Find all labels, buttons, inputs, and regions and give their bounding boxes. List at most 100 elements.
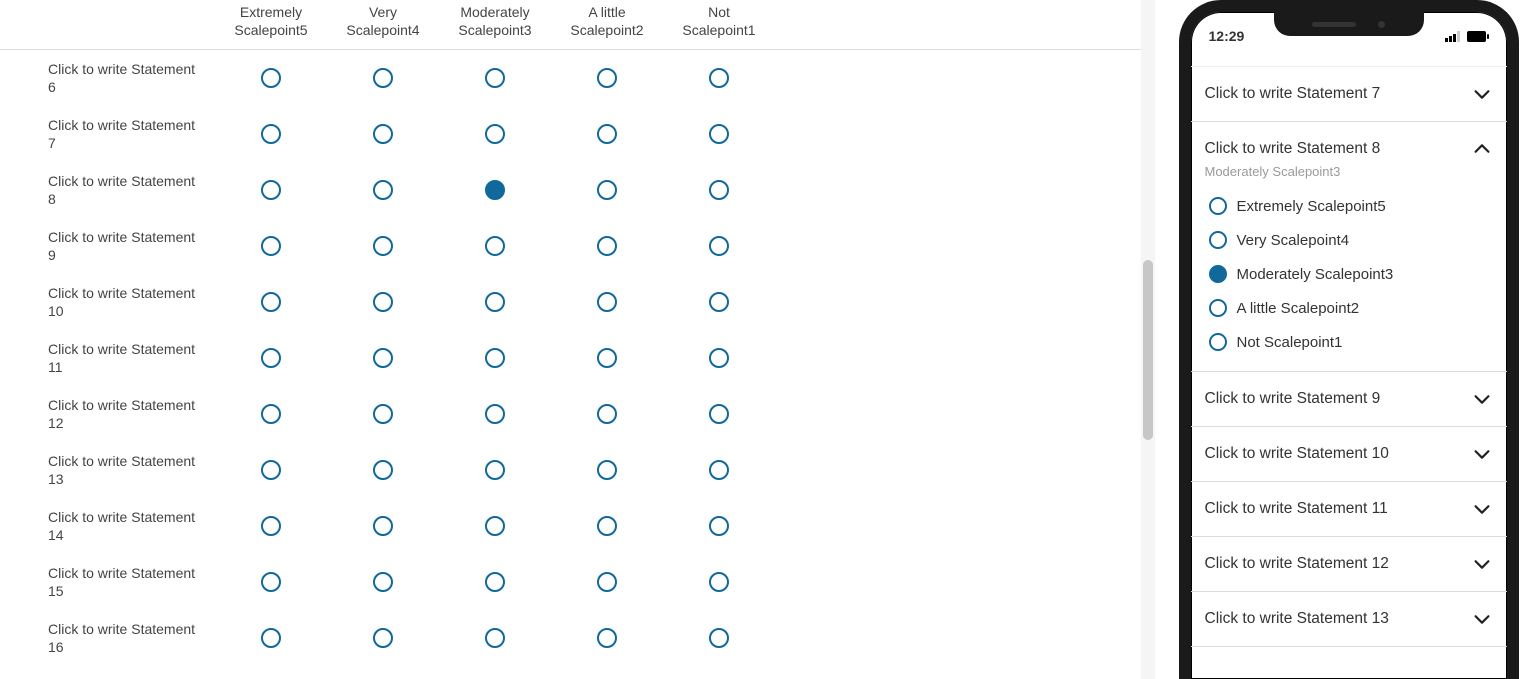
row-label[interactable]: Click to write Statement 7 (0, 108, 215, 160)
radio-option[interactable] (373, 292, 393, 312)
matrix-cell (327, 236, 439, 256)
accordion-option[interactable]: A little Scalepoint2 (1209, 291, 1493, 325)
phone-notch (1274, 12, 1424, 36)
radio-option[interactable] (261, 404, 281, 424)
matrix-cell (439, 68, 551, 88)
radio-option[interactable] (261, 628, 281, 648)
radio-option[interactable] (597, 628, 617, 648)
radio-option[interactable] (709, 236, 729, 256)
radio-option[interactable] (709, 404, 729, 424)
radio-option[interactable] (597, 124, 617, 144)
row-label[interactable]: Click to write Statement 10 (0, 276, 215, 328)
accordion-header[interactable]: Click to write Statement 7 (1191, 67, 1507, 121)
accordion-header[interactable]: Click to write Statement 11 (1191, 482, 1507, 536)
row-label[interactable]: Click to write Statement 12 (0, 388, 215, 440)
row-label[interactable]: Click to write Statement 13 (0, 444, 215, 496)
radio-option[interactable] (373, 180, 393, 200)
column-header[interactable]: ExtremelyScalepoint5 (215, 0, 327, 43)
radio-option[interactable] (373, 404, 393, 424)
radio-option[interactable] (261, 180, 281, 200)
accordion-option[interactable]: Not Scalepoint1 (1209, 325, 1493, 359)
radio-option[interactable] (709, 460, 729, 480)
radio-option[interactable] (485, 628, 505, 648)
row-label[interactable]: Click to write Statement 9 (0, 220, 215, 272)
signal-icon (1445, 31, 1461, 42)
radio-option[interactable] (485, 180, 505, 200)
table-row: Click to write Statement 8 (0, 162, 1155, 218)
radio-option[interactable] (485, 348, 505, 368)
radio-option[interactable] (597, 572, 617, 592)
table-row: Click to write Statement 14 (0, 498, 1155, 554)
radio-option[interactable] (597, 516, 617, 536)
radio-option[interactable] (597, 460, 617, 480)
column-header[interactable]: NotScalepoint1 (663, 0, 775, 43)
radio-option[interactable] (597, 404, 617, 424)
radio-option[interactable] (709, 68, 729, 88)
radio-option[interactable] (373, 124, 393, 144)
radio-option[interactable] (373, 236, 393, 256)
radio-option[interactable] (261, 236, 281, 256)
accordion-option[interactable]: Moderately Scalepoint3 (1209, 257, 1493, 291)
radio-option[interactable] (261, 124, 281, 144)
radio-option[interactable] (261, 292, 281, 312)
matrix-cell (551, 236, 663, 256)
radio-option[interactable] (1209, 265, 1227, 283)
radio-option[interactable] (597, 236, 617, 256)
accordion-item: Click to write Statement 10 (1191, 427, 1507, 482)
radio-option[interactable] (1209, 333, 1227, 351)
accordion-option[interactable]: Very Scalepoint4 (1209, 223, 1493, 257)
radio-option[interactable] (373, 628, 393, 648)
radio-option[interactable] (709, 124, 729, 144)
radio-option[interactable] (1209, 231, 1227, 249)
radio-option[interactable] (261, 572, 281, 592)
radio-option[interactable] (709, 628, 729, 648)
radio-option[interactable] (373, 68, 393, 88)
radio-option[interactable] (709, 516, 729, 536)
row-label[interactable]: Click to write Statement 11 (0, 332, 215, 384)
radio-option[interactable] (485, 404, 505, 424)
radio-option[interactable] (597, 292, 617, 312)
radio-option[interactable] (485, 460, 505, 480)
column-header[interactable]: A littleScalepoint2 (551, 0, 663, 43)
radio-option[interactable] (597, 180, 617, 200)
column-header[interactable]: VeryScalepoint4 (327, 0, 439, 43)
radio-option[interactable] (485, 572, 505, 592)
radio-option[interactable] (485, 236, 505, 256)
radio-option[interactable] (261, 516, 281, 536)
radio-option[interactable] (485, 516, 505, 536)
radio-option[interactable] (261, 68, 281, 88)
radio-option[interactable] (261, 460, 281, 480)
radio-option[interactable] (485, 124, 505, 144)
radio-option[interactable] (373, 460, 393, 480)
radio-option[interactable] (261, 348, 281, 368)
radio-option[interactable] (709, 572, 729, 592)
row-label[interactable]: Click to write Statement 15 (0, 556, 215, 608)
row-label[interactable]: Click to write Statement 8 (0, 164, 215, 216)
matrix-cell (663, 460, 775, 480)
matrix-cell (551, 292, 663, 312)
accordion-header[interactable]: Click to write Statement 9 (1191, 372, 1507, 426)
radio-option[interactable] (373, 516, 393, 536)
accordion-header[interactable]: Click to write Statement 8 (1191, 122, 1507, 164)
scrollbar-thumb[interactable] (1143, 260, 1153, 440)
radio-option[interactable] (373, 572, 393, 592)
radio-option[interactable] (597, 68, 617, 88)
row-label[interactable]: Click to write Statement 14 (0, 500, 215, 552)
row-label[interactable]: Click to write Statement 6 (0, 52, 215, 104)
radio-option[interactable] (485, 292, 505, 312)
accordion-header[interactable]: Click to write Statement 13 (1191, 592, 1507, 646)
radio-option[interactable] (485, 68, 505, 88)
radio-option[interactable] (709, 292, 729, 312)
radio-option[interactable] (1209, 299, 1227, 317)
accordion-header[interactable]: Click to write Statement 12 (1191, 537, 1507, 591)
radio-option[interactable] (709, 348, 729, 368)
accordion-option[interactable]: Extremely Scalepoint5 (1209, 189, 1493, 223)
accordion-header[interactable]: Click to write Statement 10 (1191, 427, 1507, 481)
column-header[interactable]: ModeratelyScalepoint3 (439, 0, 551, 43)
radio-option[interactable] (373, 348, 393, 368)
radio-option[interactable] (597, 348, 617, 368)
radio-option[interactable] (1209, 197, 1227, 215)
matrix-table: ExtremelyScalepoint5VeryScalepoint4Moder… (0, 0, 1155, 666)
radio-option[interactable] (709, 180, 729, 200)
row-label[interactable]: Click to write Statement 16 (0, 612, 215, 664)
